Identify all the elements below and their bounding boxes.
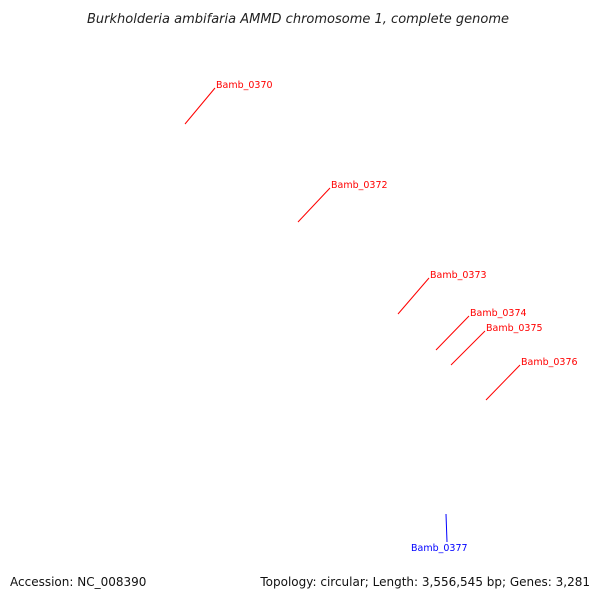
genome-summary-text: Topology: circular; Length: 3,556,545 bp… xyxy=(259,575,590,589)
gene-label: Bamb_0372 xyxy=(331,180,388,191)
map-title: Burkholderia ambifaria AMMD chromosome 1… xyxy=(87,12,509,27)
gene-leader-line xyxy=(435,315,470,351)
gene-leader-line xyxy=(485,364,521,401)
gene-leader-line xyxy=(397,277,430,315)
gene-label: Bamb_0376 xyxy=(521,357,578,368)
gene-leader-line xyxy=(445,513,448,543)
gene-label: Bamb_0377 xyxy=(411,543,468,554)
accession-text: Accession: NC_008390 xyxy=(10,575,146,589)
gene-label: Bamb_0370 xyxy=(216,80,273,91)
gene-label: Bamb_0373 xyxy=(430,270,487,281)
labels: 415 kbp416 kbp417 kbp418 kbp419 kbp420 k… xyxy=(184,80,578,554)
gene-label: Bamb_0374 xyxy=(470,308,527,319)
gene-leader-line xyxy=(297,187,331,223)
gene-label: Bamb_0375 xyxy=(486,323,543,334)
gene-leader-line xyxy=(184,87,216,125)
gene-leader-line xyxy=(450,330,486,366)
